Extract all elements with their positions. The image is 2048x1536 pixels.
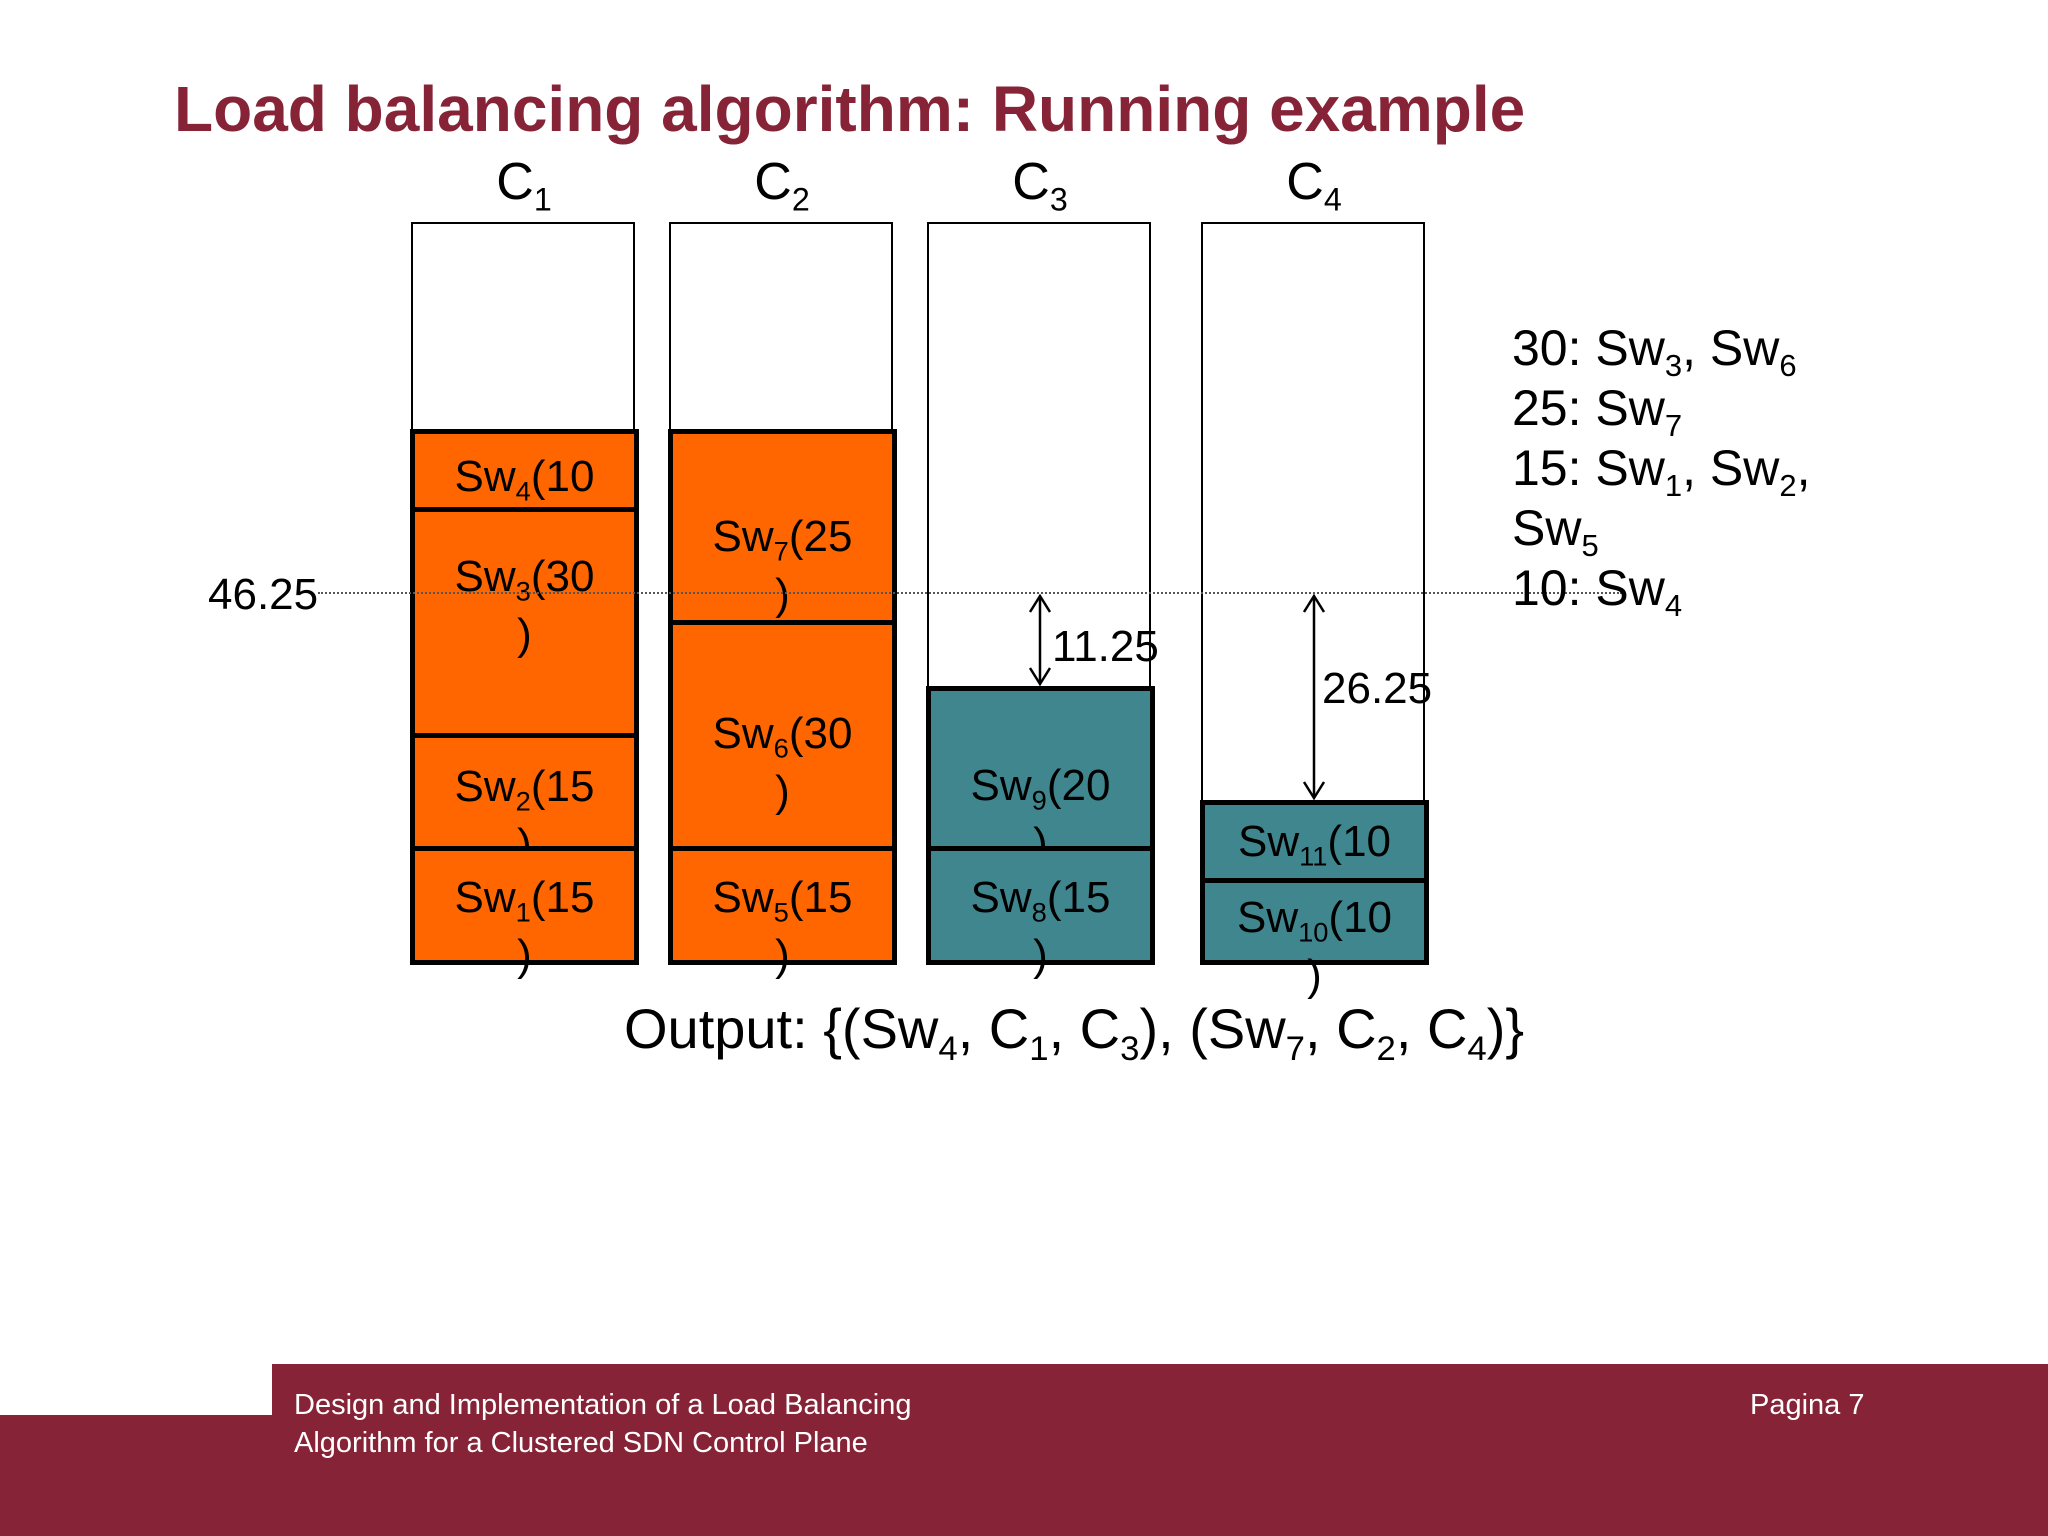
gap-arrow-head-top <box>1028 593 1052 613</box>
legend-line: 30: Sw3, Sw6 <box>1512 320 1797 383</box>
switch-block-sw1: Sw1(15 ) <box>410 851 639 980</box>
switch-block-sw5: Sw5(15 ) <box>668 851 897 980</box>
footer-line: Algorithm for a Clustered SDN Control Pl… <box>294 1427 868 1459</box>
col-name: C <box>1012 153 1050 211</box>
switch-block-sw11: Sw11(10 ) <box>1200 800 1429 924</box>
col-name: C <box>754 153 792 211</box>
gap-arrow-head-top <box>1302 593 1326 613</box>
footer-line: Design and Implementation of a Load Bala… <box>294 1389 912 1421</box>
col-sub: 4 <box>1323 181 1342 218</box>
column-label-c2: C2 <box>669 152 895 215</box>
col-sub: 3 <box>1049 181 1068 218</box>
legend-line: 10: Sw4 <box>1512 560 1683 623</box>
col-name: C <box>496 153 534 211</box>
col-name: C <box>1286 153 1324 211</box>
switch-label: Sw5(15 ) <box>712 873 853 980</box>
switch-label: Sw10(10 ) <box>1236 893 1393 1000</box>
footer-band <box>0 1415 2048 1536</box>
load-legend: 30: Sw3, Sw6 25: Sw7 15: Sw1, Sw2, Sw5 1… <box>1512 318 1811 623</box>
gap-label-c4: 26.25 <box>1322 664 1433 713</box>
page-number: Pagina 7 <box>1750 1389 1865 1421</box>
switch-block-sw3: Sw3(30 ) <box>410 512 639 738</box>
switch-block-sw10: Sw10(10 ) <box>1200 883 1429 1000</box>
footer-tab <box>272 1364 2048 1424</box>
column-label-c3: C3 <box>927 152 1153 215</box>
legend-line: 15: Sw1, Sw2, <box>1512 440 1811 503</box>
output-label: Output: <box>624 997 808 1060</box>
legend-line: Sw5 <box>1512 500 1599 563</box>
gap-arrow-head-bottom <box>1028 667 1052 687</box>
switch-block-sw6: Sw6(30 ) <box>668 625 897 851</box>
col-sub: 1 <box>533 181 552 218</box>
switch-label: Sw8(15 ) <box>970 873 1111 980</box>
gap-arrow-head-bottom <box>1302 781 1326 801</box>
slide-title: Load balancing algorithm: Running exampl… <box>174 73 1526 145</box>
switch-label: Sw7(25 ) <box>712 512 853 619</box>
switch-label: Sw1(15 ) <box>454 873 595 980</box>
switch-block-sw2: Sw2(15 ) <box>410 738 639 869</box>
column-label-c1: C1 <box>411 152 637 215</box>
switch-label: Sw6(30 ) <box>712 709 853 816</box>
switch-block-sw8: Sw8(15 ) <box>926 851 1155 980</box>
column-label-c4: C4 <box>1201 152 1427 215</box>
average-level-line <box>318 592 1622 594</box>
average-level-label: 46.25 <box>208 570 319 619</box>
output-result: Output: {(Sw4, C1, C3), (Sw7, C2, C4)} <box>624 997 1525 1069</box>
switch-label: Sw2(15 ) <box>454 762 595 869</box>
footer-title: Design and Implementation of a Load Bala… <box>294 1386 911 1462</box>
legend-line: 25: Sw7 <box>1512 380 1683 443</box>
gap-label-c3: 11.25 <box>1052 622 1159 671</box>
col-sub: 2 <box>791 181 810 218</box>
